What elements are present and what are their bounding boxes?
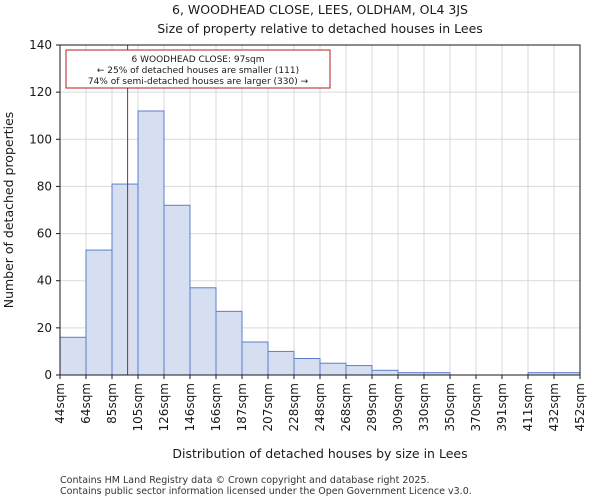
bar-105sqm: [137, 110, 165, 376]
bar-146sqm: [189, 287, 217, 376]
annotation-line-3: 74% of semi-detached houses are larger (…: [88, 77, 309, 87]
y-tick-label-0: 0: [44, 368, 52, 382]
bar-248sqm: [319, 362, 347, 376]
x-tick-label-330sqm: 330sqm: [417, 383, 431, 431]
x-tick-label-350sqm: 350sqm: [443, 383, 457, 431]
x-tick-label-432sqm: 432sqm: [547, 383, 561, 431]
bar-166sqm: [215, 310, 243, 376]
bar-268sqm: [345, 365, 373, 376]
bar-44sqm: [59, 336, 87, 376]
x-tick-label-44sqm: 44sqm: [53, 383, 67, 424]
x-tick-label-370sqm: 370sqm: [469, 383, 483, 431]
x-tick-label-268sqm: 268sqm: [339, 383, 353, 431]
bar-207sqm: [267, 350, 295, 376]
bar-228sqm: [293, 358, 321, 376]
x-tick-label-248sqm: 248sqm: [313, 383, 327, 431]
y-tick-label-2: 40: [37, 274, 52, 288]
y-tick-label-7: 140: [29, 38, 52, 52]
annotation-box: 6 WOODHEAD CLOSE: 97sqm ← 25% of detache…: [65, 49, 331, 89]
annotation-frame: [65, 49, 331, 89]
x-axis-ticks: 44sqm 64sqm 85sqm 105sqm 126sqm 146sqm 166sqm 1…: [53, 375, 587, 431]
bar-187sqm: [241, 341, 269, 376]
x-tick-label-228sqm: 228sqm: [287, 383, 301, 431]
x-tick-label-289sqm: 289sqm: [365, 383, 379, 431]
x-tick-label-146sqm: 146sqm: [183, 383, 197, 431]
x-tick-label-126sqm: 126sqm: [157, 383, 171, 431]
bars: [59, 110, 581, 376]
bar-85sqm: [111, 183, 139, 376]
y-tick-label-4: 80: [37, 179, 52, 193]
x-tick-label-391sqm: 391sqm: [495, 383, 509, 431]
annotation-line-2: ← 25% of detached houses are smaller (11…: [97, 66, 299, 76]
chart-subtitle: Size of property relative to detached ho…: [157, 21, 483, 36]
bar-126sqm: [163, 204, 191, 376]
x-tick-label-411sqm: 411sqm: [521, 383, 535, 431]
y-tick-label-5: 100: [29, 132, 52, 146]
footer-licence: Contains public sector information licen…: [60, 486, 472, 497]
x-axis-label: Distribution of detached houses by size …: [172, 446, 467, 461]
x-tick-label-207sqm: 207sqm: [261, 383, 275, 431]
x-tick-label-452sqm: 452sqm: [573, 383, 587, 431]
y-axis-ticks: 0 20 40 60 80 100 120 140: [29, 38, 60, 382]
y-tick-label-3: 60: [37, 227, 52, 241]
x-tick-label-85sqm: 85sqm: [105, 383, 119, 424]
x-tick-label-166sqm: 166sqm: [209, 383, 223, 431]
x-tick-label-64sqm: 64sqm: [79, 383, 93, 424]
y-tick-label-6: 120: [29, 85, 52, 99]
y-axis-label: Number of detached properties: [1, 112, 16, 309]
footer-copyright: Contains HM Land Registry data © Crown c…: [60, 475, 430, 486]
bar-64sqm: [85, 249, 113, 376]
x-tick-label-309sqm: 309sqm: [391, 383, 405, 431]
x-tick-label-105sqm: 105sqm: [131, 383, 145, 431]
chart-title: 6, WOODHEAD CLOSE, LEES, OLDHAM, OL4 3JS: [172, 2, 468, 17]
x-tick-label-187sqm: 187sqm: [235, 383, 249, 431]
bar-289sqm: [371, 369, 399, 376]
annotation-line-1: 6 WOODHEAD CLOSE: 97sqm: [132, 55, 265, 65]
y-tick-label-1: 20: [37, 321, 52, 335]
